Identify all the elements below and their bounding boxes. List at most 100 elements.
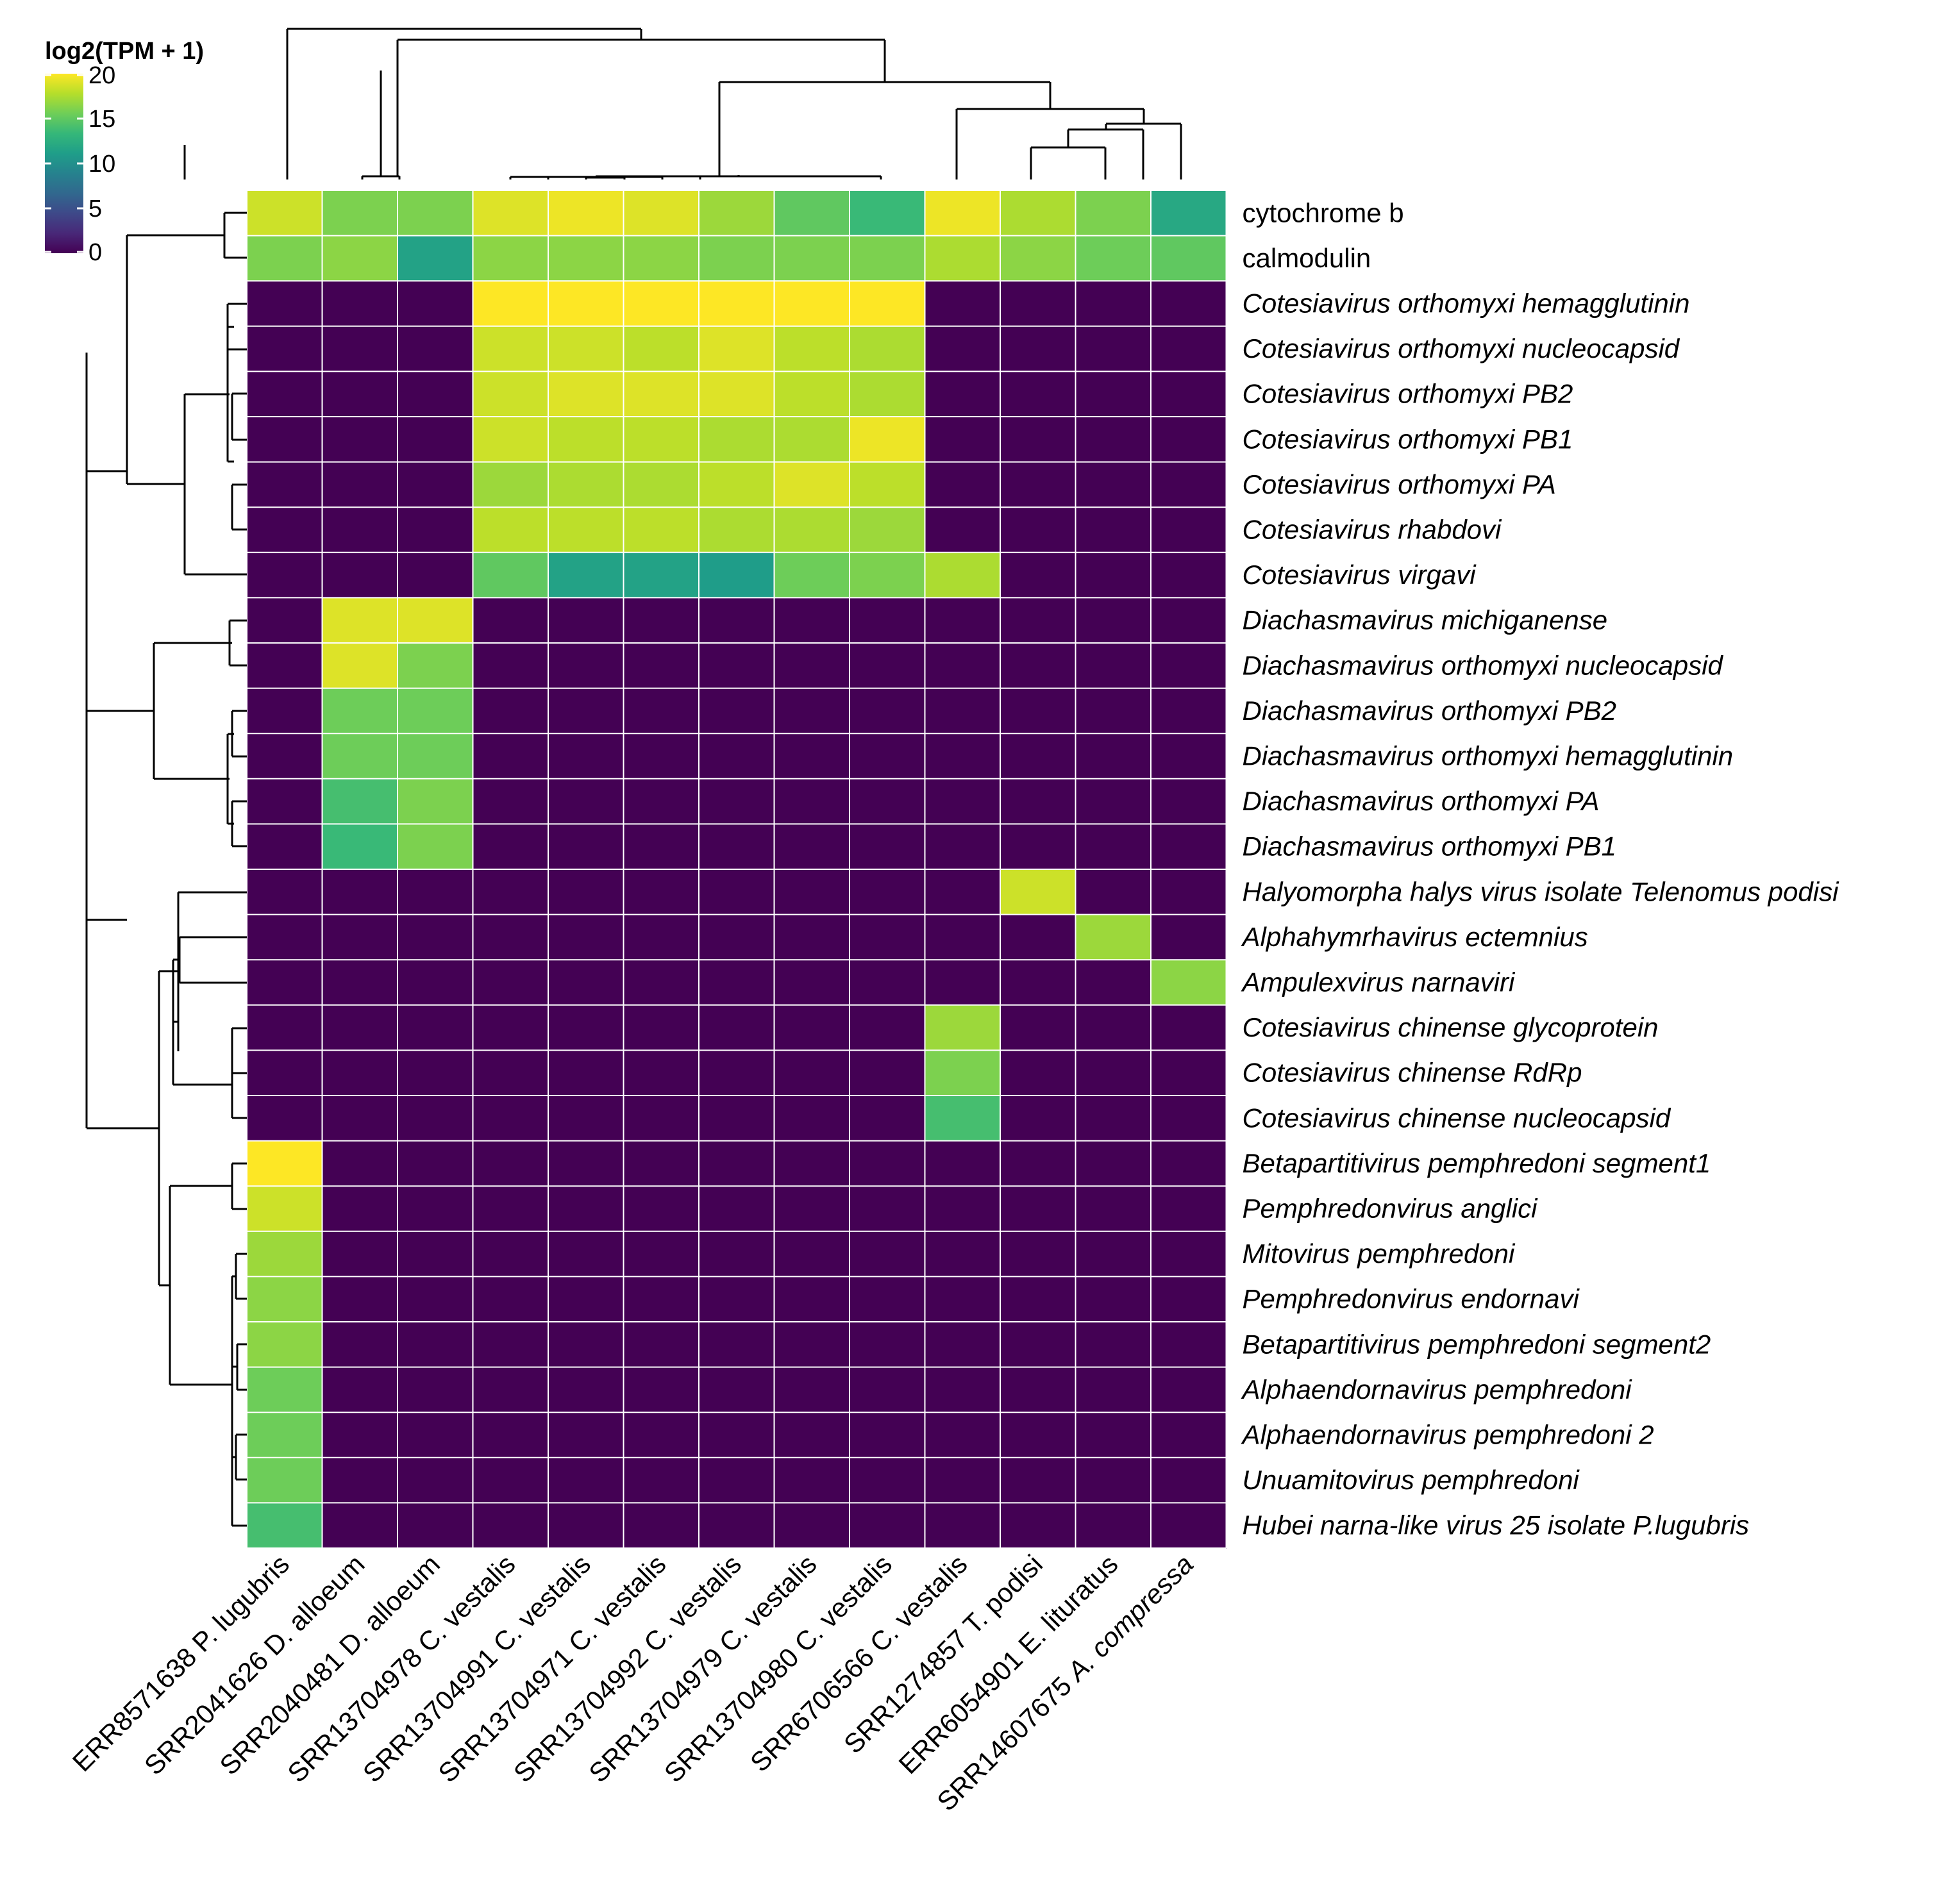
heatmap-cell [623, 1412, 699, 1458]
heatmap-cell [699, 1322, 775, 1368]
heatmap-cell [774, 643, 850, 689]
heatmap-cell [1000, 371, 1076, 417]
heatmap-cell [623, 914, 699, 960]
heatmap-cell [1075, 326, 1152, 372]
heatmap-cell [1000, 1322, 1076, 1368]
heatmap-cell [322, 281, 398, 327]
row-label: Betapartitivirus pemphredoni segment1 [1243, 1148, 1711, 1178]
heatmap-cell [623, 371, 699, 417]
heatmap-cell [473, 1005, 549, 1051]
heatmap-cell [1000, 1457, 1076, 1503]
heatmap-cell [548, 643, 624, 689]
heatmap-cell [247, 462, 323, 508]
heatmap-cell [1075, 371, 1152, 417]
heatmap-cell [1151, 1186, 1227, 1232]
heatmap-cell [850, 1231, 926, 1277]
heatmap-cell [322, 778, 398, 824]
heatmap-cell [1075, 1140, 1152, 1187]
heatmap-cell [322, 507, 398, 553]
heatmap-cell [774, 597, 850, 644]
heatmap-gridlines [246, 190, 1227, 1549]
heatmap-cell [699, 733, 775, 779]
col-dendro-branch [361, 175, 401, 179]
heatmap-cell [774, 1276, 850, 1322]
heatmap-cell [473, 1322, 549, 1368]
row-label: Cotesiavirus chinense RdRp [1243, 1058, 1582, 1088]
heatmap-cell [1075, 1367, 1152, 1413]
row-label: Pemphredonvirus endornavi [1243, 1284, 1580, 1314]
heatmap-cell [623, 643, 699, 689]
row-label: Cotesiavirus rhabdovi [1243, 515, 1503, 545]
heatmap-cell [774, 960, 850, 1006]
heatmap-cell [925, 643, 1001, 689]
heatmap-cell [473, 597, 549, 644]
row-label: Cotesiavirus orthomyxi PB1 [1243, 424, 1573, 454]
row-dendro-branch [231, 1162, 247, 1210]
row-label: Diachasmavirus orthomyxi nucleocapsid [1243, 650, 1724, 680]
heatmap-cell [850, 417, 926, 463]
heatmap-cell [850, 914, 926, 960]
heatmap-cell [774, 869, 850, 915]
heatmap-cell [247, 1050, 323, 1096]
heatmap-cell [699, 1005, 775, 1051]
heatmap-cell [322, 1503, 398, 1549]
heatmap-cell [1151, 462, 1227, 508]
heatmap-cell [398, 1503, 474, 1549]
heatmap-cell [850, 326, 926, 372]
heatmap-cell [1151, 643, 1227, 689]
heatmap-cell [247, 1096, 323, 1142]
heatmap-cell [774, 1412, 850, 1458]
heatmap-cell [548, 1096, 624, 1142]
heatmap-cell [247, 552, 323, 598]
heatmap-cell [548, 1276, 624, 1322]
heatmap-cell [1075, 597, 1152, 644]
heatmap-cell [548, 869, 624, 915]
row-dendro-branch [235, 1253, 247, 1300]
heatmap-cell [1000, 914, 1076, 960]
heatmap-cell [925, 1096, 1001, 1142]
row-label: Cotesiavirus orthomyxi nucleocapsid [1243, 333, 1680, 363]
heatmap-cell [1151, 1231, 1227, 1277]
heatmap-cell [1151, 1457, 1227, 1503]
row-dendro-branch [178, 936, 247, 984]
heatmap-cell [398, 1231, 474, 1277]
heatmap-cell [699, 417, 775, 463]
heatmap-cell [850, 371, 926, 417]
heatmap-cell [623, 1322, 699, 1368]
heatmap-cell [1151, 778, 1227, 824]
heatmap-cell [925, 552, 1001, 598]
heatmap-cell [398, 1096, 474, 1142]
heatmap-cell [925, 1322, 1001, 1368]
column-label-accession: SRR13704980 [658, 1637, 810, 1788]
heatmap-cell [623, 778, 699, 824]
heatmap-cell [774, 1367, 850, 1413]
heatmap-cell [473, 326, 549, 372]
row-label: Diachasmavirus orthomyxi hemagglutinin [1243, 741, 1734, 771]
heatmap-cell [1000, 824, 1076, 870]
heatmap-cell [1000, 960, 1076, 1006]
row-dendro-branch [87, 483, 185, 921]
heatmap-cell [850, 733, 926, 779]
heatmap-cell [774, 1457, 850, 1503]
heatmap-cell [850, 1186, 926, 1232]
heatmap-cell [774, 552, 850, 598]
heatmap-cell [1151, 1096, 1227, 1142]
legend-ticks: 0 5 10 15 20 [45, 62, 115, 266]
heatmap-cell [247, 1503, 323, 1549]
heatmap-cell [850, 597, 926, 644]
row-dendro-branch [231, 483, 247, 531]
heatmap-cell [247, 190, 323, 237]
heatmap-cell [1151, 235, 1227, 281]
col-dendro-branch [286, 28, 642, 179]
heatmap-cell [850, 824, 926, 870]
heatmap-cell [699, 914, 775, 960]
heatmap-cell [699, 597, 775, 644]
heatmap-cell [1075, 190, 1152, 237]
heatmap-cell [473, 778, 549, 824]
heatmap-cell [473, 733, 549, 779]
heatmap-cell [699, 371, 775, 417]
heatmap-cell [699, 960, 775, 1006]
heatmap-cell [1075, 552, 1152, 598]
heatmap-cell [1075, 462, 1152, 508]
